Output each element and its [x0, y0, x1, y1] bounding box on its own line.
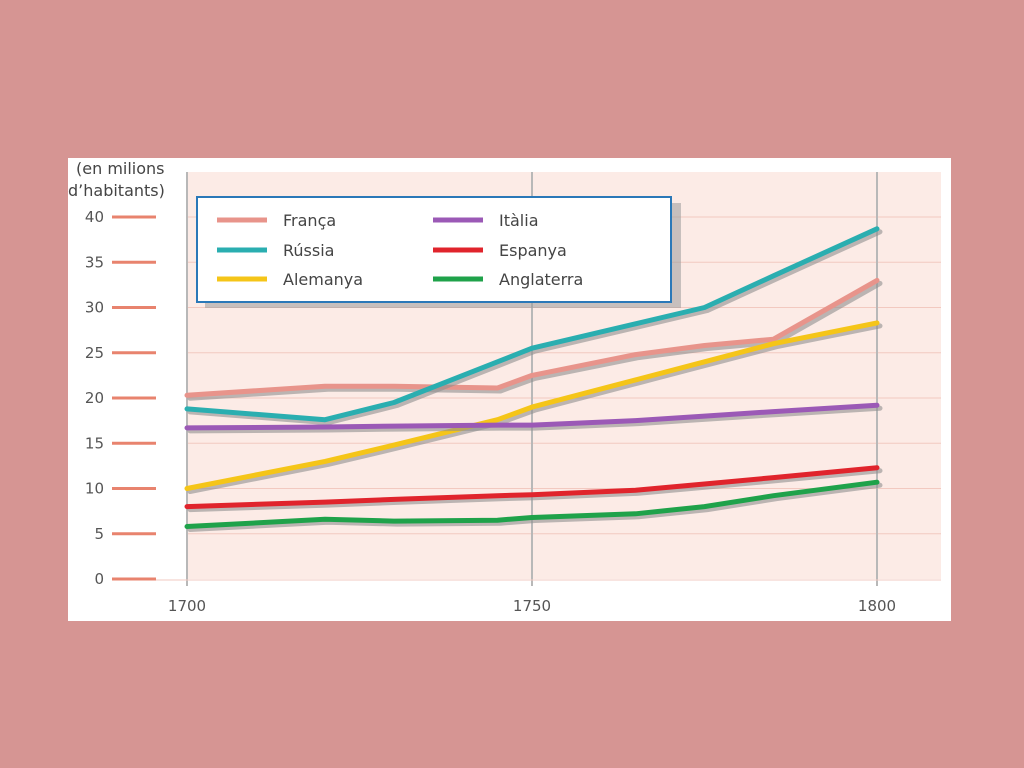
legend: França Rússia Alemanya Itàlia Espanya Anglate… — [196, 196, 681, 308]
legend-label-alemanya: Alemanya — [283, 270, 363, 289]
series-franca-line — [184, 277, 880, 398]
y-tick-label: 15 — [85, 434, 104, 452]
y-tick-label: 35 — [85, 253, 104, 271]
series-italia-line — [184, 402, 880, 431]
legend-label-russia: Rússia — [283, 241, 334, 260]
x-tick-label: 1750 — [513, 597, 551, 615]
y-tick-label: 40 — [85, 208, 104, 226]
series-alemanya-shadow — [187, 323, 883, 494]
y-axis-label-line-1: (en milions — [76, 159, 165, 178]
series-russia-line — [184, 226, 880, 423]
y-tick-label: 20 — [85, 389, 104, 407]
series-russia-shadow — [187, 229, 883, 426]
y-tick-label: 0 — [94, 570, 104, 588]
series-italia-shadow — [187, 405, 883, 434]
series-anglaterra-shadow — [187, 482, 883, 532]
series-anglaterra-line — [184, 479, 880, 529]
y-tick-label: 30 — [85, 299, 104, 317]
legend-label-italia: Itàlia — [499, 211, 539, 230]
series-espanya-shadow — [187, 468, 883, 513]
series-espanya-line — [184, 465, 880, 510]
y-tick-label: 5 — [94, 525, 104, 543]
chart-panel: 0 5 10 15 20 25 30 35 40 1700 1750 1800 (en milions… — [68, 158, 951, 621]
legend-label-anglaterra: Anglaterra — [499, 270, 583, 289]
x-tick-label: 1800 — [858, 597, 896, 615]
population-line-chart: 0 5 10 15 20 25 30 35 40 1700 1750 1800 (en milions… — [68, 159, 941, 615]
y-tick-label: 25 — [85, 344, 104, 362]
y-tick-label: 10 — [85, 480, 104, 498]
series-alemanya-line — [184, 320, 880, 491]
y-axis-label-line-2: d’habitants) — [68, 181, 165, 200]
legend-label-franca: França — [283, 211, 336, 230]
x-tick-label: 1700 — [168, 597, 206, 615]
series-franca-shadow — [187, 280, 883, 401]
legend-label-espanya: Espanya — [499, 241, 567, 260]
